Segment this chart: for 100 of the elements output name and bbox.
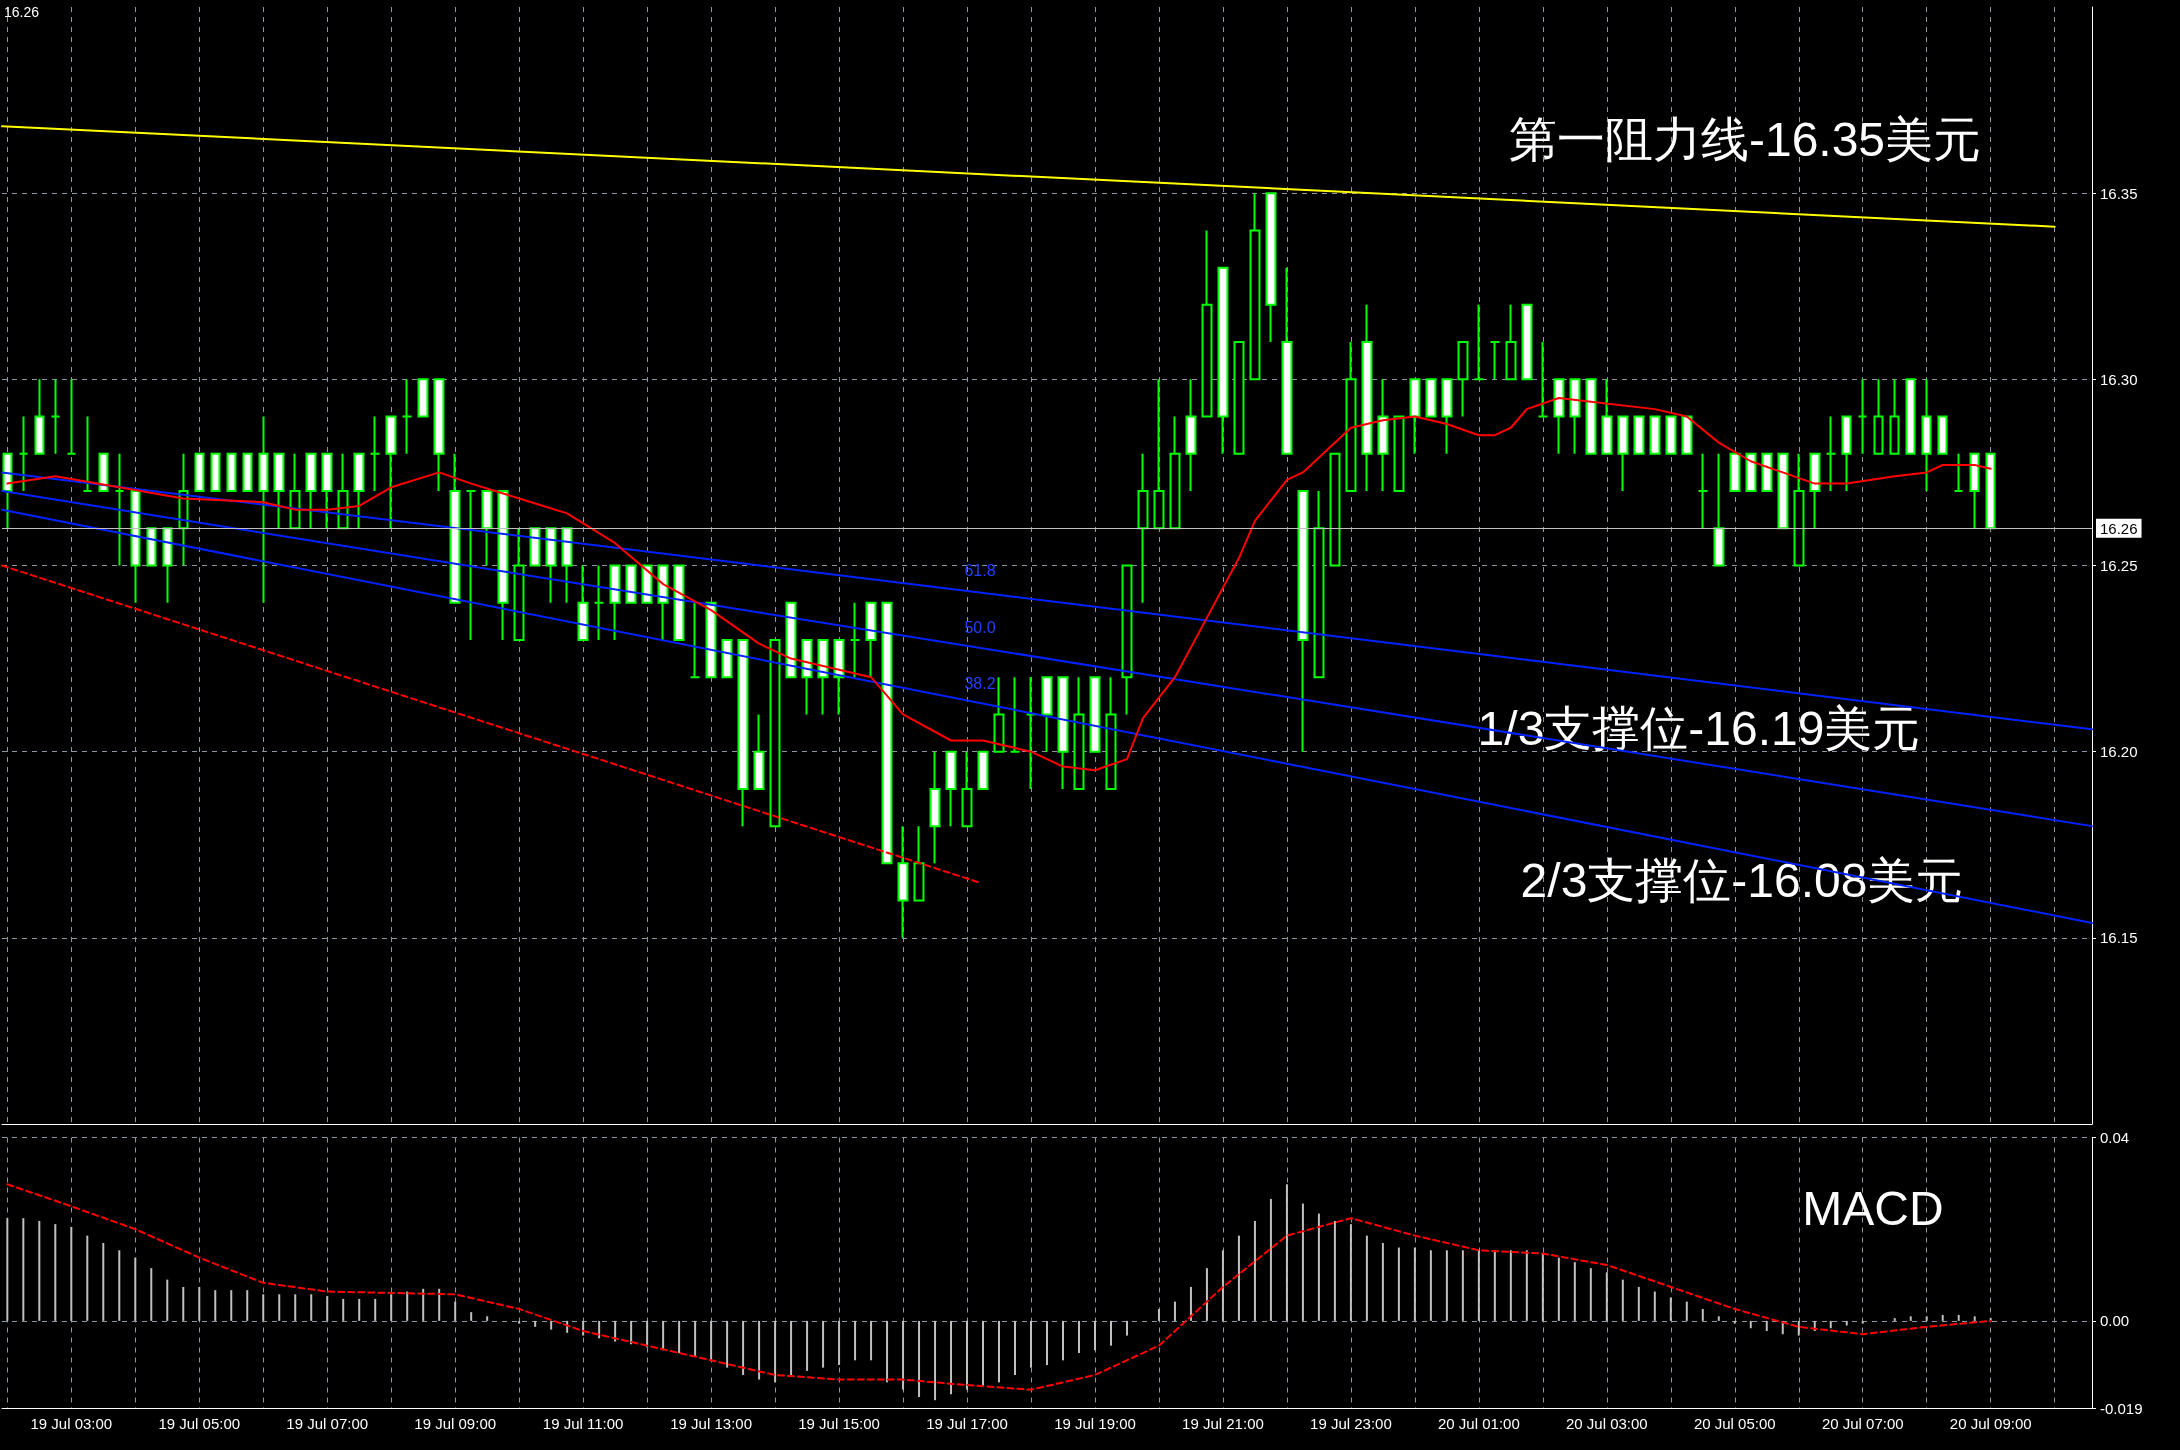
bar [1237, 1235, 1240, 1321]
bar [1637, 1286, 1640, 1321]
x-tick-label: 20 Jul 07:00 [1821, 1415, 1904, 1432]
candlestick [1425, 378, 1437, 418]
y-tick-label: 16.20 [2100, 743, 2138, 761]
candlestick [1249, 192, 1261, 381]
x-tick-label: 19 Jul 05:00 [158, 1415, 241, 1432]
bar [694, 1320, 697, 1357]
bar [390, 1294, 393, 1321]
candlestick [993, 676, 1005, 753]
candlestick [1089, 676, 1101, 753]
x-tick-label: 20 Jul 05:00 [1693, 1415, 1776, 1432]
bar [1317, 1213, 1320, 1321]
candlestick [385, 415, 397, 530]
bar [998, 1320, 1001, 1383]
bar [1349, 1224, 1352, 1321]
bar [886, 1320, 889, 1383]
candlestick [1585, 378, 1597, 455]
y-tick-label: 16.25 [2100, 557, 2138, 574]
bar [598, 1320, 601, 1339]
candlestick [1793, 452, 1805, 567]
bar [1797, 1320, 1800, 1336]
candlestick [273, 452, 285, 530]
candlestick [1649, 415, 1661, 455]
candlestick [1057, 676, 1069, 790]
candlestick [82, 415, 93, 493]
candlestick [242, 452, 253, 493]
candlestick [1153, 378, 1165, 530]
candlestick [1329, 452, 1341, 567]
bar [1205, 1268, 1208, 1321]
candlestick [1313, 490, 1325, 679]
bar [1429, 1250, 1432, 1321]
candlestick [1969, 452, 1980, 530]
bar [470, 1312, 473, 1321]
candlestick [705, 601, 717, 679]
candlestick [1345, 341, 1357, 493]
candlestick [1873, 378, 1884, 455]
candlestick [1601, 378, 1613, 455]
annotation: MACD [1802, 1181, 1944, 1235]
bar [1749, 1320, 1752, 1329]
candlestick [98, 452, 109, 493]
candlestick [1265, 192, 1277, 344]
bar [950, 1320, 953, 1395]
candlestick [1761, 452, 1773, 493]
candlestick [1745, 452, 1757, 493]
candlestick [1217, 266, 1229, 455]
bar [918, 1320, 921, 1397]
candlestick [1185, 378, 1197, 493]
candlestick [1633, 415, 1645, 455]
candlestick [481, 490, 493, 567]
candlestick [561, 527, 573, 604]
annotation: 38.2 [964, 674, 996, 692]
bar [1253, 1220, 1256, 1321]
bar [1221, 1250, 1224, 1321]
bar [854, 1320, 857, 1361]
bar [1829, 1320, 1832, 1329]
candlestick [1361, 303, 1373, 493]
candlestick [1393, 415, 1405, 493]
y-tick-label: 0.04 [2100, 1129, 2130, 1146]
candlestick [1985, 452, 1996, 530]
bar [1157, 1308, 1160, 1321]
candlestick [433, 378, 445, 493]
bar [1861, 1320, 1864, 1324]
bar [406, 1291, 409, 1321]
candlestick [18, 415, 29, 493]
bar [326, 1296, 329, 1321]
bar [38, 1220, 41, 1321]
bar [1573, 1262, 1576, 1321]
bar [518, 1320, 521, 1324]
candlestick [849, 601, 861, 679]
candlestick [1281, 266, 1293, 455]
ref-line-label: 16.26 [2100, 519, 2138, 537]
candlestick [1905, 378, 1916, 455]
candlestick [913, 825, 925, 902]
bar [246, 1290, 249, 1321]
candlestick [1409, 378, 1421, 455]
candlestick [769, 638, 781, 828]
bar [1301, 1203, 1304, 1321]
bar [1285, 1184, 1288, 1321]
bar [1077, 1320, 1080, 1353]
candlestick [1937, 415, 1948, 455]
bar [1941, 1314, 1944, 1321]
bar [70, 1226, 73, 1321]
candlestick [1777, 452, 1789, 530]
bar [214, 1290, 217, 1321]
candlestick [1729, 452, 1741, 493]
candlestick [417, 378, 429, 418]
candlestick [945, 750, 957, 828]
bar [1765, 1320, 1768, 1331]
bar [1701, 1308, 1704, 1321]
candlestick [353, 452, 365, 530]
x-tick-label: 19 Jul 23:00 [1310, 1415, 1392, 1432]
bar [934, 1320, 937, 1401]
candlestick [1569, 378, 1581, 455]
bar [1109, 1320, 1112, 1346]
bar [614, 1320, 617, 1342]
bar [806, 1320, 809, 1371]
bar [1173, 1301, 1176, 1321]
candlestick [817, 638, 829, 716]
annotation: 61.8 [964, 561, 996, 579]
